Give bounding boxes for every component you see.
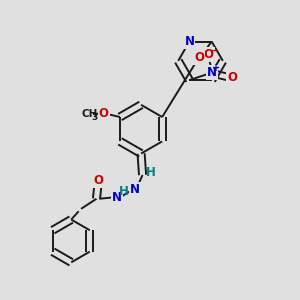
Text: O: O	[93, 174, 103, 187]
Text: 3: 3	[92, 112, 98, 122]
Text: +: +	[212, 63, 220, 73]
Text: O: O	[194, 51, 204, 64]
Text: N: N	[130, 183, 140, 196]
Text: N: N	[184, 35, 194, 48]
Text: CH: CH	[81, 109, 98, 119]
Text: H: H	[146, 166, 156, 179]
Text: O: O	[227, 71, 237, 84]
Text: N: N	[112, 191, 122, 204]
Text: N: N	[207, 66, 217, 79]
Text: O: O	[99, 107, 109, 120]
Text: H: H	[119, 185, 129, 198]
Text: −: −	[209, 46, 219, 56]
Text: O: O	[204, 48, 214, 62]
